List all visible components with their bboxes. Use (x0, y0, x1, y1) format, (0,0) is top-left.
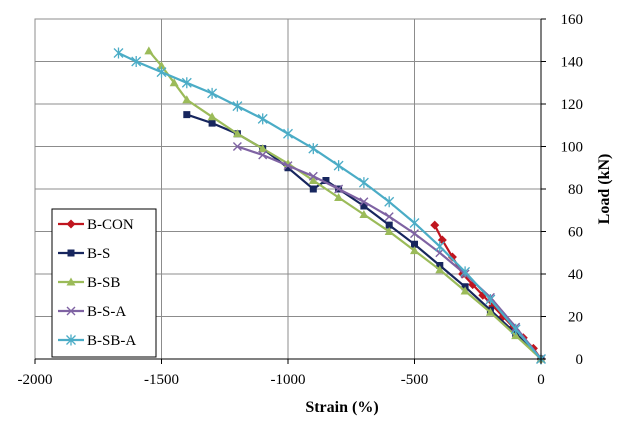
data-point (309, 185, 317, 193)
data-point (283, 128, 293, 140)
legend-swatch-marker (66, 277, 76, 286)
data-point (308, 171, 318, 181)
data-point (258, 144, 268, 153)
series-B-SB (144, 46, 546, 363)
data-point (207, 87, 218, 99)
data-point (322, 177, 330, 184)
data-point (485, 294, 496, 305)
y-tick-label: 100 (561, 140, 584, 156)
y-tick-label: 0 (576, 352, 584, 368)
data-point (358, 177, 369, 189)
x-tick-label: 0 (537, 372, 545, 388)
data-point (385, 221, 393, 229)
data-point (232, 142, 242, 151)
series-B-S (183, 111, 545, 363)
data-point (460, 266, 471, 278)
data-point (411, 240, 418, 248)
legend-item: B-CON (58, 217, 134, 233)
legend-swatch-marker (67, 249, 75, 257)
data-point (460, 286, 470, 295)
data-point (308, 143, 319, 155)
data-point (384, 196, 395, 208)
legend-label: B-CON (87, 217, 134, 233)
legend-label: B-S (87, 246, 110, 262)
legend-swatch-marker (66, 219, 76, 229)
data-point (232, 100, 243, 112)
data-point (208, 119, 216, 127)
y-axis-title: Load (kN) (596, 154, 613, 225)
data-point (157, 61, 166, 70)
y-tick-label: 80 (568, 182, 583, 198)
data-point (435, 265, 445, 274)
data-point (384, 227, 394, 235)
legend-item: B-S (58, 246, 110, 262)
data-point (409, 217, 420, 229)
legend-item: B-S-A (58, 304, 126, 320)
data-point (359, 210, 369, 218)
data-point (183, 111, 191, 119)
x-tick-label: -1000 (271, 372, 306, 388)
axes: -2000 -1500 -1000 -500 0 0 20 40 60 80 100 120 140 16… (18, 12, 584, 388)
legend-item: B-SB-A (58, 333, 136, 349)
series-layer (113, 46, 546, 365)
data-point (169, 78, 179, 87)
series-line (186, 113, 542, 360)
legend-swatch-marker (66, 334, 76, 346)
data-point (410, 229, 419, 239)
data-point (284, 164, 292, 172)
y-tick-label: 160 (561, 12, 584, 28)
data-point (334, 184, 344, 194)
y-tick-label: 60 (568, 225, 583, 241)
data-point (485, 307, 495, 316)
data-point (232, 129, 242, 138)
legend-item: B-SB (58, 275, 120, 291)
data-point (434, 240, 445, 252)
y-tick-label: 20 (568, 310, 583, 326)
x-tick-label: -2000 (18, 372, 53, 388)
legend-label: B-SB (87, 275, 120, 291)
y-tick-label: 120 (561, 97, 584, 113)
data-point (360, 202, 368, 210)
y-tick-label: 40 (568, 267, 583, 283)
data-point (257, 113, 268, 125)
legend-label: B-SB-A (87, 333, 136, 349)
data-point (182, 95, 192, 104)
data-point (384, 212, 394, 222)
data-point (430, 220, 440, 230)
data-point (447, 252, 457, 262)
data-point (144, 46, 154, 55)
x-tick-label: -500 (401, 372, 429, 388)
data-point (510, 323, 521, 335)
series-line (118, 52, 542, 360)
x-tick-label: -1500 (144, 372, 179, 388)
series-line (148, 50, 542, 360)
series-B-SB-A (113, 47, 546, 365)
series-line (237, 145, 542, 360)
data-point (207, 112, 217, 121)
legend-swatch-marker (66, 306, 76, 316)
data-point (333, 160, 344, 172)
data-point (359, 197, 369, 207)
legend: B-CON B-S B-SB B-S-A B-SB-A (51, 208, 157, 358)
data-point (258, 150, 268, 160)
data-point (131, 56, 142, 67)
x-axis-title: Strain (%) (305, 399, 378, 416)
y-tick-label: 140 (561, 55, 584, 71)
data-point (334, 193, 344, 201)
legend-label: B-S-A (87, 304, 126, 320)
data-point (308, 176, 318, 184)
data-point (283, 161, 293, 171)
data-point (511, 331, 521, 340)
series-B-S-A (232, 142, 546, 364)
data-point (181, 77, 192, 89)
data-point (410, 246, 419, 255)
data-point (156, 66, 167, 78)
data-point (113, 47, 124, 59)
